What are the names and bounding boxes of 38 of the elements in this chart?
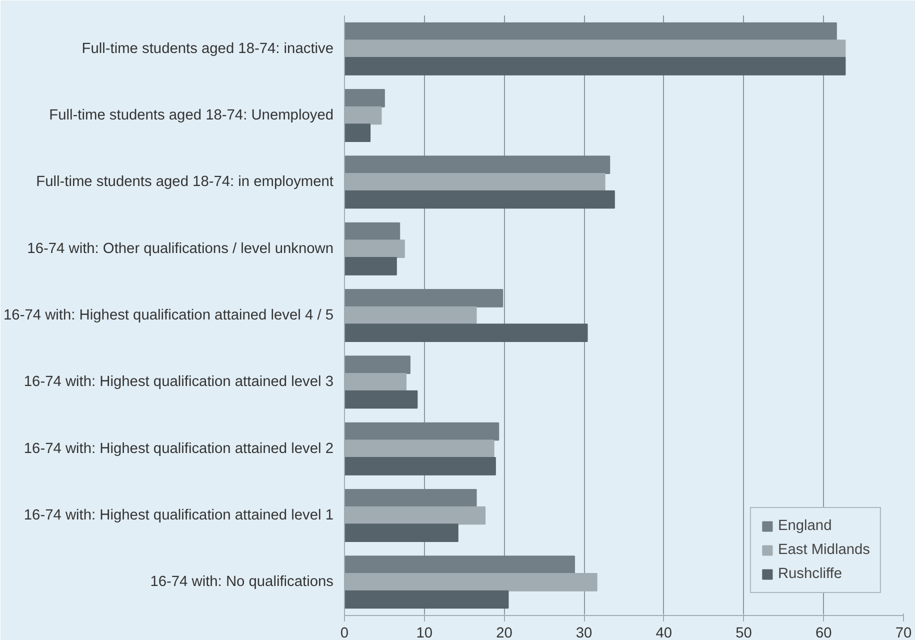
bar (344, 356, 410, 374)
y-tick-label: Full-time students aged 18-74: inactive (82, 40, 334, 57)
bar (344, 457, 496, 476)
bar (344, 590, 509, 609)
bar (344, 324, 588, 342)
legend-label: East Midlands (778, 542, 870, 558)
y-tick-label: 16-74 with: No qualifications (150, 574, 334, 590)
bar (344, 422, 500, 441)
bar (344, 57, 846, 76)
x-tick-label: 40 (656, 626, 672, 640)
x-tick-label: 70 (895, 626, 912, 640)
y-tick-label: 16-74 with: Highest qualification attained level 3 (24, 374, 334, 390)
x-tick-label: 20 (496, 626, 512, 640)
bar (344, 156, 610, 174)
bar (344, 489, 477, 508)
y-tick-label: 16-74 with: Other qualifications / level unknown (27, 240, 334, 257)
bar (344, 524, 458, 542)
y-tick-label: 16-74 with: Highest qualification attained level 2 (24, 440, 334, 457)
bar (344, 556, 575, 574)
x-tick-label: 50 (736, 626, 752, 640)
x-tick-label: 30 (576, 626, 592, 640)
bar (344, 190, 615, 209)
bar (344, 124, 371, 142)
bar (344, 390, 418, 409)
legend-label: Rushcliffe (778, 566, 842, 582)
x-tick-label: 10 (416, 626, 433, 640)
bar (344, 222, 400, 241)
y-tick-label: 16-74 with: Highest qualification attained level 1 (24, 508, 334, 524)
bar (344, 89, 385, 108)
bar (344, 289, 504, 308)
legend-label: England (778, 518, 832, 534)
y-tick-label: 16-74 with: Highest qualification attained level 4 / 5 (4, 308, 334, 324)
y-tick-label: Full-time students aged 18-74: Unemployed (49, 108, 334, 124)
bar (344, 22, 837, 41)
x-tick-label: 60 (815, 626, 832, 640)
x-tick-label: 0 (340, 626, 349, 640)
y-tick-label: Full-time students aged 18-74: in employment (36, 174, 334, 190)
bar (344, 257, 397, 276)
